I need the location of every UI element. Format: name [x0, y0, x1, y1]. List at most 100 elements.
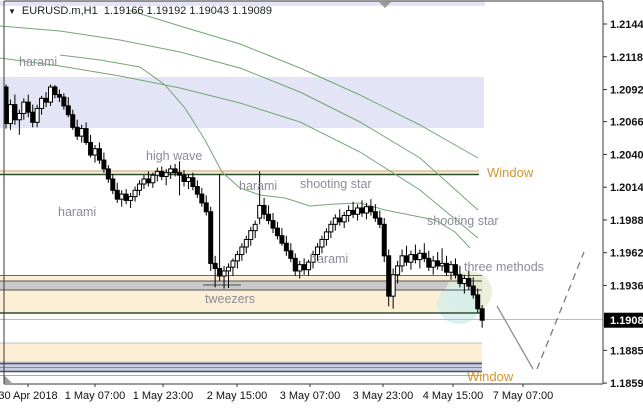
candle-body: [448, 264, 454, 273]
candle-body: [221, 270, 227, 277]
pattern-label: high wave: [146, 149, 202, 163]
chart-frame: [3, 0, 604, 385]
candle-body: [306, 261, 312, 271]
candle-body: [16, 112, 22, 121]
candle-body: [390, 274, 396, 297]
candle-body: [243, 238, 249, 248]
forecast-line: [496, 305, 534, 370]
candle-body: [461, 278, 467, 285]
candle-body: [404, 255, 409, 263]
current-price-label: 1.19089: [610, 315, 643, 327]
price-tick-label: 1.20405: [610, 149, 643, 161]
candle-body: [217, 267, 223, 277]
candle-body: [163, 172, 169, 177]
candle-body: [337, 217, 343, 223]
candle-body: [399, 255, 405, 267]
candle-body: [234, 254, 240, 262]
candle-body: [70, 114, 76, 128]
symbol-label: EURUSD.m,H1: [21, 5, 98, 17]
ma-fast: [59, 54, 471, 249]
ma-slow-top: [127, 9, 479, 159]
candle-body: [310, 254, 316, 263]
pattern-label: Window: [487, 165, 534, 180]
symbol-dropdown-icon[interactable]: ▼: [8, 6, 16, 16]
time-tick-label: 1 May 23:00: [133, 390, 194, 402]
candle-body: [114, 189, 120, 200]
candle-body: [30, 111, 36, 123]
candle-body: [381, 223, 387, 257]
price-tick-label: 1.19365: [610, 280, 643, 292]
candle-body: [395, 265, 401, 276]
pattern-label: harami: [310, 252, 348, 266]
candle-body: [457, 274, 463, 285]
time-tick-label: 30 Apr 2018: [0, 390, 58, 402]
pattern-label: harami: [239, 179, 277, 193]
candle-body: [208, 211, 214, 264]
candle-body: [444, 262, 450, 273]
candle-body: [368, 206, 374, 213]
candle-body: [168, 168, 174, 174]
window-top-band: [0, 171, 479, 175]
candle-body: [154, 170, 160, 176]
candle-body: [145, 178, 151, 184]
time-axis[interactable]: 30 Apr 2018 1 May 07:00 1 May 23:00 2 May 1…: [0, 384, 553, 402]
price-tick-label: 1.19885: [610, 215, 643, 227]
candle-body: [190, 177, 196, 188]
candle-body: [274, 227, 280, 237]
candle-body: [279, 235, 285, 244]
candle-body: [283, 242, 289, 252]
candle-body: [110, 178, 116, 191]
candle-body: [194, 186, 200, 195]
time-tick-label: 1 May 07:00: [65, 390, 126, 402]
price-tick-label: 1.20145: [610, 182, 643, 194]
candle-body: [34, 107, 40, 123]
price-axis[interactable]: 1.21440 1.21180 1.20920 1.20665 1.20405 1.201…: [603, 19, 643, 390]
pattern-label: shooting star: [427, 214, 499, 228]
candle-body: [475, 294, 481, 310]
candle-body: [355, 207, 361, 215]
candle-body: [332, 217, 338, 225]
candle-body: [301, 264, 307, 271]
price-tick-label: 1.19625: [610, 248, 643, 260]
ohlc-values: 1.19166 1.19192 1.19043 1.19089: [103, 5, 272, 17]
time-tick-label: 3 May 07:00: [280, 390, 341, 402]
candle-body: [479, 308, 485, 321]
candle-body: [25, 101, 31, 113]
horizontal-lines: [0, 170, 603, 376]
candle-body: [96, 148, 102, 161]
time-tick-label: 7 May 07:00: [493, 390, 554, 402]
time-tick-label: 3 May 23:00: [353, 390, 414, 402]
pattern-label: tweezers: [205, 292, 255, 306]
ma-lines: [0, 9, 479, 249]
candle-body: [65, 105, 71, 116]
candle-body: [363, 206, 369, 214]
candle-body: [123, 193, 129, 201]
candle-body: [56, 94, 62, 98]
candle-body: [128, 196, 134, 201]
candle-body: [328, 223, 334, 233]
pattern-label: three methods: [464, 260, 544, 274]
pattern-label: Window: [467, 369, 514, 384]
candle-body: [408, 254, 414, 263]
lower-cream-zone: [0, 343, 482, 362]
candle-body: [417, 252, 423, 261]
candle-body: [159, 170, 165, 177]
scroll-corner-icon: [4, 375, 12, 383]
candle-body: [412, 254, 418, 261]
candle-body: [137, 183, 142, 191]
candle-body: [101, 159, 107, 170]
pattern-annotations: harami high wave harami harami shooting star…: [19, 55, 544, 384]
candle-body: [430, 260, 436, 268]
candle-body: [239, 246, 245, 256]
chart-shift-marker-icon[interactable]: [379, 2, 391, 8]
candle-body: [421, 252, 427, 259]
price-tick-label: 1.18590: [610, 378, 643, 390]
pattern-label: harami: [19, 55, 57, 69]
candle-body: [386, 255, 392, 297]
candle-body: [39, 97, 45, 109]
candle-body: [292, 257, 298, 272]
forecast-lines: [496, 251, 585, 370]
candle-body: [257, 204, 263, 219]
candle-body: [372, 211, 378, 219]
